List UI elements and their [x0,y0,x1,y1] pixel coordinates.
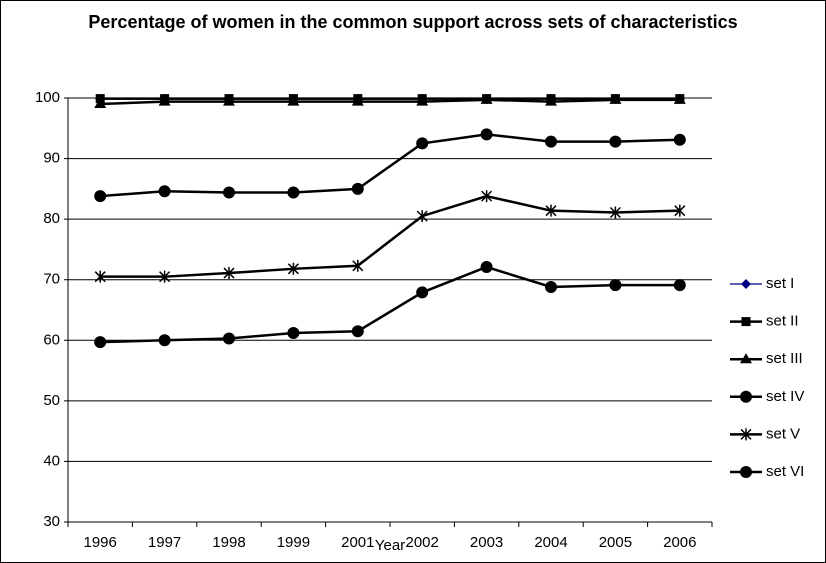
marker [287,262,299,275]
legend-label: set III [766,350,803,367]
marker [287,95,300,106]
marker [673,133,686,146]
marker [94,270,106,283]
marker [481,190,493,203]
marker [673,93,686,104]
y-tick-label: 40 [43,452,60,469]
marker [287,186,300,199]
series-line [100,194,680,278]
marker [480,128,493,141]
legend-label: set VI [766,463,804,480]
marker [480,93,493,104]
series-line [100,98,680,106]
legend-label: set II [766,313,799,330]
y-tick-label: 30 [43,513,60,530]
marker [223,95,235,106]
x-tick-label: 2001 [341,534,374,551]
marker [609,93,622,104]
series-line [100,265,680,344]
marker [416,137,429,150]
x-tick-label: 1999 [277,534,310,551]
legend-label: set IV [766,388,804,405]
marker [545,95,557,106]
marker [159,270,171,283]
series-line [100,133,680,198]
x-tick-label: 1996 [84,534,117,551]
x-tick-label: 1997 [148,534,181,551]
y-tick-label: 100 [35,89,60,106]
x-tick-label: 2003 [470,534,503,551]
marker [609,135,622,148]
y-tick-label: 70 [43,271,60,288]
marker [351,182,364,195]
marker [545,204,557,217]
y-tick-label: 80 [43,210,60,227]
x-axis-label: Year [375,537,405,554]
marker [352,259,364,272]
legend-label: set V [766,425,800,442]
marker [740,428,752,441]
x-tick-label: 2005 [599,534,632,551]
marker [351,325,364,338]
marker [545,135,557,148]
marker [223,332,235,345]
marker [287,327,300,340]
marker [741,279,751,289]
marker [740,353,752,364]
marker [94,190,107,203]
marker [416,286,429,299]
marker [545,280,557,293]
marker [740,390,752,403]
marker [480,260,493,273]
marker [94,98,107,109]
y-tick-label: 50 [43,392,60,409]
y-tick-label: 90 [43,150,60,167]
legend-label: set I [766,275,794,292]
marker [740,466,752,478]
marker [609,206,621,219]
marker [158,185,171,198]
marker [94,336,107,349]
marker [416,210,428,223]
y-tick-label: 60 [43,331,60,348]
marker [351,95,364,106]
x-tick-label: 1998 [212,534,245,551]
marker [416,95,429,106]
marker [223,267,235,280]
marker [223,186,235,199]
marker [609,279,622,292]
marker [673,279,686,292]
x-tick-label: 2006 [663,534,696,551]
chart-title: Percentage of women in the common suppor… [88,12,738,32]
marker [741,317,751,327]
marker [674,204,686,217]
x-tick-label: 2002 [406,534,439,551]
marker [158,95,171,106]
x-tick-label: 2004 [534,534,567,551]
marker [158,334,171,347]
